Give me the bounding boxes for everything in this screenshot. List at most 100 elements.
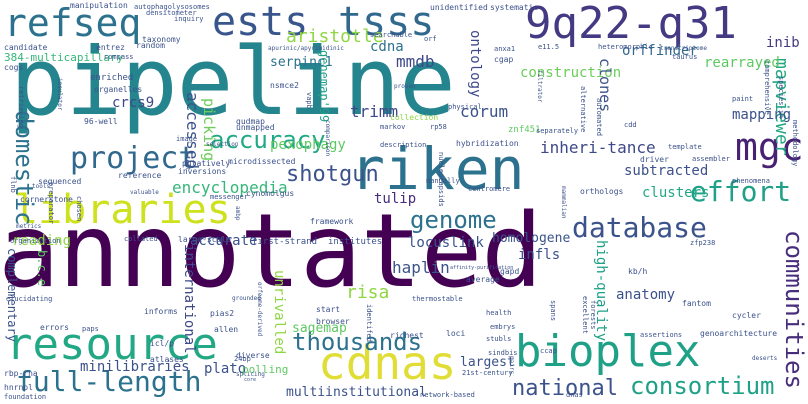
- word-core: core: [244, 377, 257, 383]
- word-heteromorphic: heteromorphic: [598, 43, 653, 51]
- word-riken: riken: [350, 135, 525, 203]
- word-deserts: deserts: [752, 355, 778, 362]
- word-start: start: [316, 305, 341, 314]
- word-health: health: [486, 309, 512, 317]
- word-polling: polling: [242, 363, 289, 376]
- word-taxonomy: taxonomy: [142, 35, 181, 44]
- word-errors: errors: [40, 323, 69, 332]
- word-bioplex: bioplex: [515, 326, 701, 377]
- word-homologene: homologene: [492, 231, 571, 246]
- word-species-in: species-in: [777, 76, 785, 119]
- word-construction: construction: [520, 65, 622, 81]
- word-excellent: excellent: [581, 296, 589, 334]
- word-consortium: consortium: [630, 372, 775, 400]
- word-gudmap: gudmap: [236, 117, 265, 126]
- word-messenger: messenger: [210, 193, 248, 201]
- word-informs: informs: [144, 307, 178, 316]
- word-inheri-tance: inheri-tance: [540, 138, 656, 157]
- word-physical: physical: [448, 103, 482, 111]
- word-plato: plato: [204, 361, 247, 377]
- word-refseq: refseq: [4, 1, 142, 45]
- word-microdissected: microdissected: [228, 157, 296, 166]
- word-orf: orf: [424, 35, 437, 43]
- word-orffinder: orffinder: [622, 43, 698, 59]
- word-template: template: [668, 143, 702, 151]
- word-iclp: icl/p: [150, 339, 175, 348]
- word-embrys: embrys: [490, 323, 516, 331]
- word-mapping: mapping: [732, 107, 792, 123]
- word-rearrayed: rearrayed: [704, 55, 780, 71]
- word-tulip: tulip: [374, 191, 417, 207]
- word-nucleocapsids: nucleocapsids: [437, 152, 445, 207]
- word-insulator: insulator: [56, 78, 63, 111]
- word-thousands: thousands: [292, 328, 423, 356]
- word-centromere: centromere: [468, 185, 511, 193]
- word-cgap: cgap: [494, 55, 514, 64]
- word-cornerstone: cornerstone: [20, 195, 73, 204]
- word-accuracy: accuracy: [210, 126, 326, 154]
- word-entrez: entrez: [96, 43, 125, 52]
- word-collection: collection: [390, 113, 439, 122]
- word-loci: loci: [446, 329, 466, 338]
- word-anxa1: anxa1: [494, 45, 516, 53]
- word-valuable: valuable: [130, 189, 159, 196]
- word-phenomena: phenomena: [732, 177, 770, 185]
- word-tools: tools: [32, 183, 51, 190]
- word-splicing: splicing: [236, 371, 265, 378]
- word-unmapped: unmapped: [236, 123, 275, 132]
- word-hnrnpl: hnrnpl: [4, 383, 33, 392]
- word-fantom: fantom: [682, 299, 711, 308]
- word-national: national: [512, 376, 618, 401]
- word-transcriptome: transcriptome: [660, 45, 707, 52]
- word-9q22-q31: 9q22-q31: [525, 0, 737, 49]
- word-cogs: cogs: [4, 63, 24, 72]
- word-atlases: atlases: [150, 355, 184, 364]
- word-chosen: chosen: [75, 196, 83, 222]
- word-orfeome-derived: orfeome-derived: [256, 282, 263, 337]
- word-alternative: alternative: [579, 86, 587, 133]
- word-reference: reference: [118, 171, 162, 180]
- word-database: database: [572, 211, 707, 244]
- word-metrics: metrics: [16, 223, 42, 230]
- word-separately: separately: [536, 127, 579, 135]
- word-taurus: taurus: [672, 53, 698, 61]
- word-multiinstitutional: multiinstitutional: [286, 385, 427, 400]
- word-znf451: znf451: [508, 125, 541, 135]
- word-mmdb: mmdb: [396, 52, 435, 71]
- word-apurinic: apurinic/apyrimidinic: [268, 45, 344, 52]
- word-risa: risa: [346, 282, 390, 303]
- word-rp58: rp58: [430, 123, 447, 131]
- word-institutes: institutes: [328, 237, 383, 247]
- word-methodology: methodology: [791, 120, 799, 167]
- word-enriched: enriched: [90, 73, 134, 83]
- word-effort: effort: [690, 175, 792, 208]
- word-cdd: cdd: [624, 121, 637, 129]
- word-compass: compass: [104, 53, 134, 61]
- word-serpinc1: serpinc1: [270, 55, 333, 70]
- word-cycler: cycler: [732, 311, 761, 320]
- word-pipeline: pipeline: [10, 28, 456, 137]
- word-manually: manually: [426, 177, 460, 185]
- word-identifed: identifed: [365, 304, 373, 342]
- word-forests: forests: [589, 300, 597, 330]
- word-ambp: ambp: [234, 206, 241, 221]
- word-paps: paps: [82, 325, 99, 333]
- word-shotgun: shotgun: [286, 162, 379, 187]
- word-minilibraries: minilibraries: [80, 359, 190, 375]
- word-systematic: systematic: [490, 3, 539, 12]
- word-resource: resource: [6, 319, 218, 370]
- word-mgc: mgc: [735, 125, 804, 169]
- word-trimm: trimm: [350, 102, 399, 121]
- word-international: international: [181, 244, 197, 354]
- word-markov: markov: [380, 123, 406, 131]
- word-project: project: [70, 141, 197, 176]
- word-rbp-rna: rbp-rna: [4, 369, 38, 378]
- word-crcs9: crcs9: [112, 95, 155, 111]
- word-foundation: foundation: [4, 393, 47, 401]
- word-first-strand: first-strand: [252, 237, 318, 247]
- word-candidate: candidate: [4, 43, 48, 52]
- word-mammalian: mammalian: [560, 186, 567, 219]
- word-elucidating: elucidating: [6, 295, 53, 303]
- word-inib: inib: [766, 35, 800, 51]
- word-spans: spans: [549, 300, 557, 322]
